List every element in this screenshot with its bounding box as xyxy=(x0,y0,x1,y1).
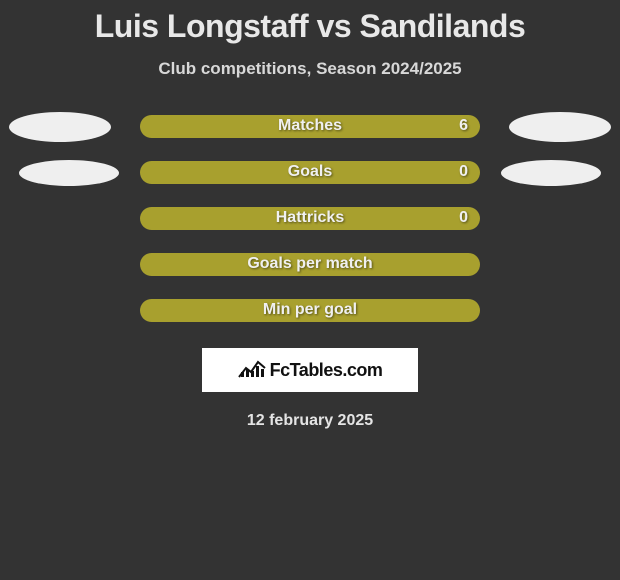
stat-bar: Goals per match xyxy=(140,253,480,276)
stat-value-right: 0 xyxy=(459,163,468,181)
brand-badge: FcTables.com xyxy=(202,348,418,392)
stat-row: Goals0 xyxy=(0,161,620,184)
stat-bar: Min per goal xyxy=(140,299,480,322)
stat-bar-fill xyxy=(140,207,480,230)
stat-bar: Goals0 xyxy=(140,161,480,184)
stat-bar: Hattricks0 xyxy=(140,207,480,230)
stat-row: Matches6 xyxy=(0,115,620,138)
date-line: 12 february 2025 xyxy=(0,412,620,430)
stat-bar-fill xyxy=(140,161,480,184)
stat-rows: Matches6 Goals0 Hattricks0 Goals per match M… xyxy=(0,115,620,322)
stat-bar-fill xyxy=(140,299,480,322)
player-right-ellipse xyxy=(501,160,601,186)
stat-value-right: 0 xyxy=(459,209,468,227)
brand-text: FcTables.com xyxy=(270,360,383,381)
stat-bar-fill xyxy=(140,253,480,276)
player-left-ellipse xyxy=(19,160,119,186)
player-right-ellipse xyxy=(509,112,611,142)
stat-row: Hattricks0 xyxy=(0,207,620,230)
brand-icon xyxy=(238,358,266,383)
player-left-ellipse xyxy=(9,112,111,142)
stat-value-right: 6 xyxy=(459,117,468,135)
stat-bar-fill xyxy=(140,115,480,138)
page-title: Luis Longstaff vs Sandilands xyxy=(0,8,620,45)
comparison-card: Luis Longstaff vs Sandilands Club compet… xyxy=(0,0,620,430)
stat-bar: Matches6 xyxy=(140,115,480,138)
page-subtitle: Club competitions, Season 2024/2025 xyxy=(0,59,620,79)
stat-row: Goals per match xyxy=(0,253,620,276)
stat-row: Min per goal xyxy=(0,299,620,322)
